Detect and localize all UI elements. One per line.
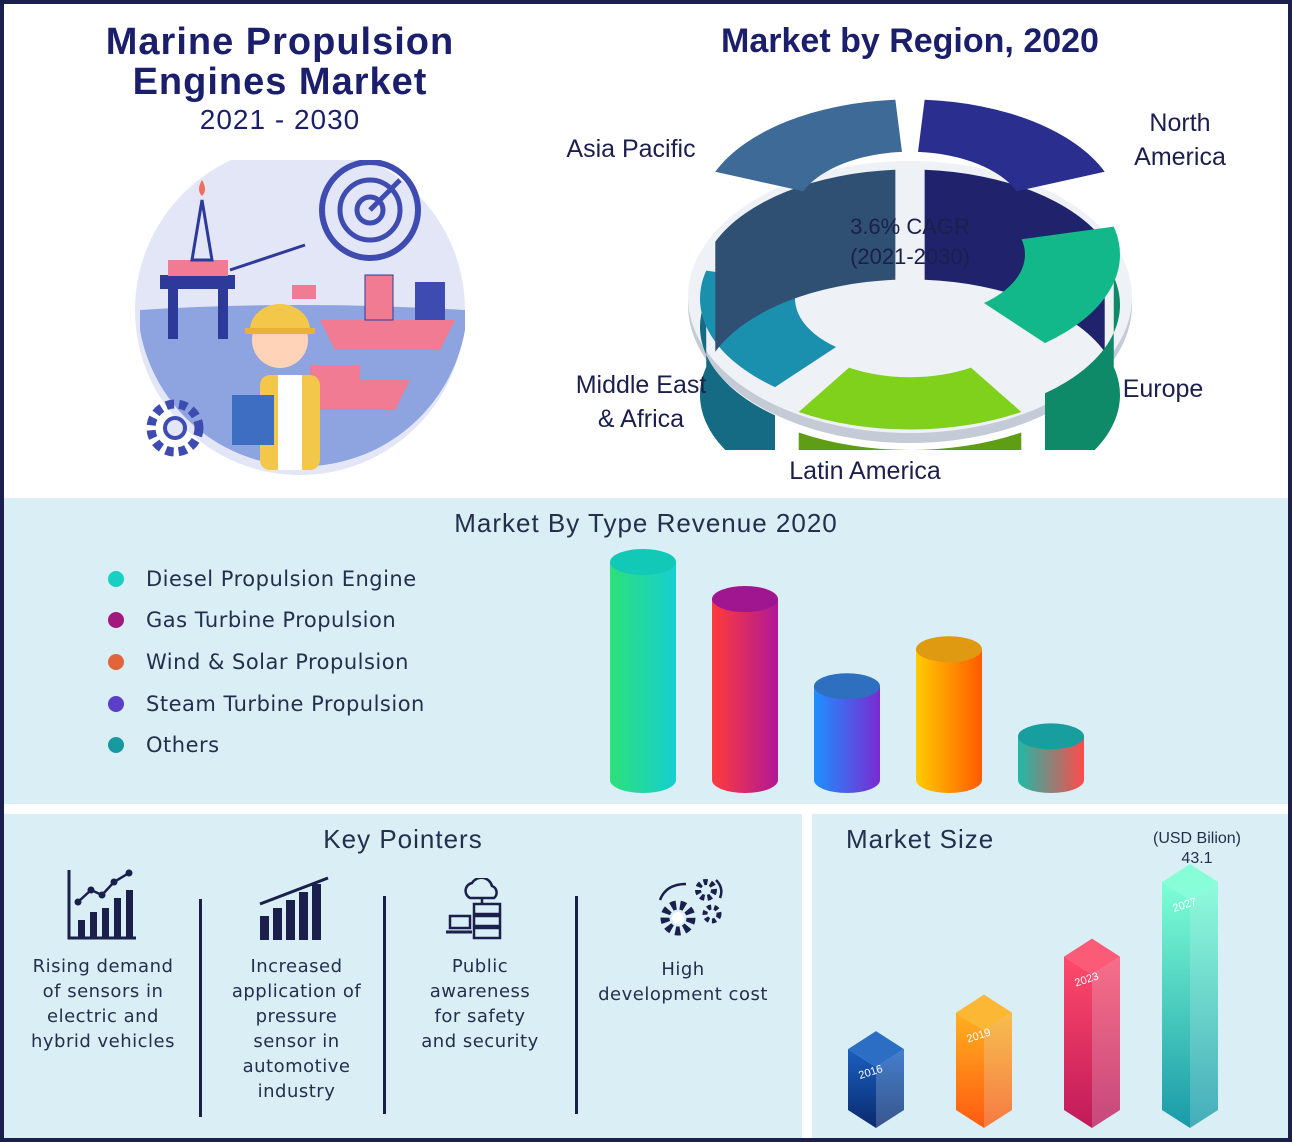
type-cylinder-chart bbox=[610, 549, 1084, 793]
small-ship-icon bbox=[300, 365, 410, 410]
cagr-label: 3.6% CAGR (2021-2030) bbox=[820, 212, 1000, 272]
market-size-unit: (USD Bilion) bbox=[1152, 830, 1241, 847]
forecast-years: 2021 - 2030 bbox=[199, 104, 361, 135]
key-pointer-3: Public awareness for safety and security bbox=[421, 956, 539, 1052]
type-legend: Diesel Propulsion Engine Gas Turbine Prop… bbox=[108, 558, 425, 766]
region-slice-latin-america bbox=[798, 367, 1022, 450]
legend-label: Gas Turbine Propulsion bbox=[146, 608, 397, 633]
region-label-middle-east-africa: Middle East & Africa bbox=[575, 371, 707, 433]
key-pointers-panel: Key Pointers Rising demand of sensors in… bbox=[4, 814, 802, 1138]
key-pointer-2: Increased application of pressure sensor… bbox=[231, 956, 362, 1102]
radar-icon bbox=[319, 160, 421, 261]
cargo-ship-icon bbox=[320, 274, 455, 350]
legend-swatch bbox=[108, 612, 124, 629]
cagr-period: (2021-2030) bbox=[850, 244, 970, 269]
line-growth-chart-icon bbox=[67, 869, 136, 940]
region-label-north-america: North America bbox=[1134, 109, 1226, 171]
region-label-europe: Europe bbox=[1122, 375, 1204, 403]
divider bbox=[575, 896, 578, 1114]
type-bar-others bbox=[1018, 723, 1084, 793]
region-label-latin-america: Latin America bbox=[789, 457, 941, 485]
market-size-value-label: 43.1 bbox=[1181, 850, 1213, 867]
region-label-asia-pacific: Asia Pacific bbox=[566, 135, 696, 163]
legend-item: Others bbox=[108, 724, 425, 766]
legend-swatch bbox=[108, 653, 124, 670]
type-chart-title: Market By Type Revenue 2020 bbox=[454, 508, 838, 538]
engineer-figure bbox=[232, 304, 320, 470]
key-pointers-title: Key Pointers bbox=[323, 824, 483, 854]
page-title: Marine Propulsion Engines Market bbox=[105, 21, 455, 103]
type-bar-diesel-propulsion-engine bbox=[610, 549, 676, 793]
type-bar-steam-turbine-propulsion bbox=[916, 636, 982, 793]
type-revenue-panel: Market By Type Revenue 2020 Diesel Propu… bbox=[4, 498, 1288, 804]
gear-icon bbox=[146, 399, 204, 457]
legend-item: Wind & Solar Propulsion bbox=[108, 641, 425, 683]
legend-label: Wind & Solar Propulsion bbox=[146, 649, 409, 674]
market-size-chart: 2016 2019 2023 2027 bbox=[848, 864, 1218, 1128]
legend-label: Diesel Propulsion Engine bbox=[146, 566, 417, 591]
market-size-bar-2027: 2027 bbox=[1162, 864, 1218, 1128]
region-donut-chart bbox=[688, 99, 1132, 450]
market-size-bar-2016: 2016 bbox=[848, 1031, 904, 1128]
legend-label: Steam Turbine Propulsion bbox=[146, 691, 425, 716]
bar-growth-chart-icon bbox=[259, 876, 329, 940]
gears-icon bbox=[658, 879, 723, 936]
region-slice-europe bbox=[983, 226, 1120, 450]
key-pointer-1: Rising demand of sensors in electric and… bbox=[30, 956, 176, 1052]
region-slice-asia-pacific bbox=[715, 99, 902, 352]
market-size-bar-2023: 2023 bbox=[1064, 938, 1120, 1128]
oil-rig-icon bbox=[160, 180, 316, 339]
legend-swatch bbox=[108, 737, 124, 754]
key-pointer-4: High development cost bbox=[598, 959, 768, 1005]
legend-item: Steam Turbine Propulsion bbox=[108, 683, 425, 725]
title-block: Marine Propulsion Engines Market 2021 - … bbox=[60, 22, 500, 136]
marine-engineer-illustration bbox=[135, 160, 465, 475]
type-bar-wind-solar-propulsion bbox=[814, 673, 880, 793]
legend-item: Gas Turbine Propulsion bbox=[108, 600, 425, 642]
market-size-title: Market Size bbox=[846, 824, 995, 854]
region-chart-title: Market by Region, 2020 bbox=[721, 22, 1099, 60]
market-size-bar-2019: 2019 bbox=[956, 994, 1012, 1128]
divider bbox=[199, 899, 202, 1117]
legend-swatch bbox=[108, 570, 124, 587]
legend-label: Others bbox=[146, 733, 220, 758]
cloud-server-icon bbox=[446, 878, 502, 940]
cagr-value: 3.6% CAGR bbox=[850, 214, 970, 239]
market-size-panel: 2016 2019 2023 2027 Market Size (USD Bilion… bbox=[812, 814, 1288, 1138]
type-bar-gas-turbine-propulsion bbox=[712, 586, 778, 793]
divider bbox=[383, 896, 386, 1114]
legend-item: Diesel Propulsion Engine bbox=[108, 558, 425, 600]
legend-swatch bbox=[108, 695, 124, 712]
